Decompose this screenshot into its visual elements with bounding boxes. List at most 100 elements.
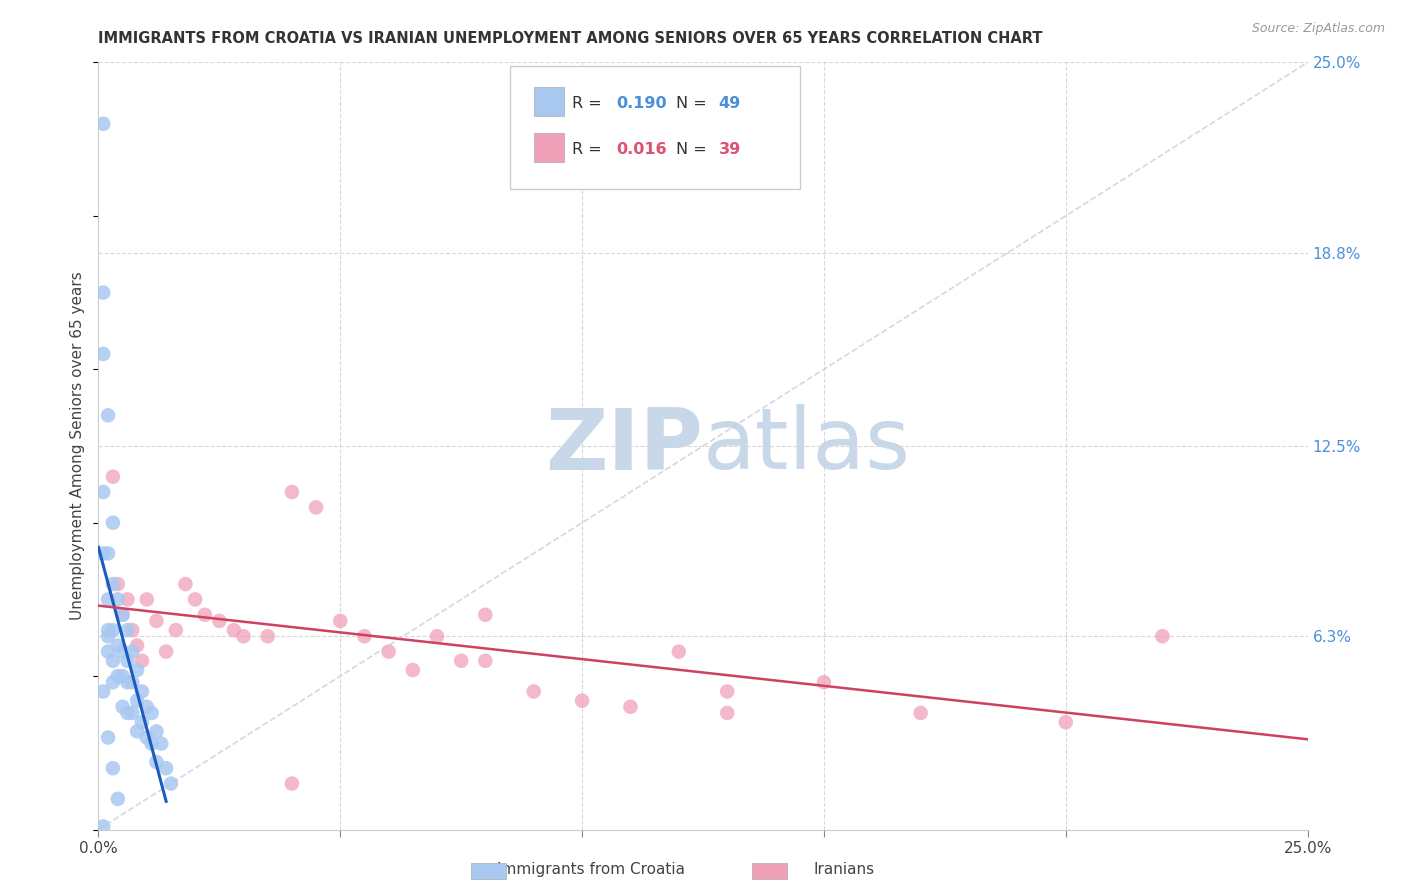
Point xyxy=(121,706,143,720)
Point xyxy=(145,614,167,628)
Point xyxy=(91,485,114,500)
Point xyxy=(91,117,114,131)
Point xyxy=(145,724,167,739)
Text: ZIP: ZIP xyxy=(546,404,703,488)
Point xyxy=(107,792,129,806)
Point xyxy=(101,516,124,530)
Point xyxy=(117,706,139,720)
Text: N =: N = xyxy=(676,95,713,111)
Point xyxy=(135,699,157,714)
Y-axis label: Unemployment Among Seniors over 65 years: Unemployment Among Seniors over 65 years xyxy=(70,272,86,620)
Point xyxy=(256,629,278,643)
Point xyxy=(101,623,124,637)
Text: R =: R = xyxy=(572,95,607,111)
Point xyxy=(107,669,129,683)
Point xyxy=(474,607,496,622)
Point xyxy=(1054,715,1077,730)
Text: Iranians: Iranians xyxy=(813,863,875,877)
Point xyxy=(523,684,546,698)
Text: atlas: atlas xyxy=(703,404,911,488)
Point xyxy=(131,654,153,668)
Point xyxy=(232,629,254,643)
Point xyxy=(450,654,472,668)
Point xyxy=(208,614,231,628)
Point xyxy=(135,731,157,745)
Point xyxy=(619,699,641,714)
Point xyxy=(97,629,120,643)
Text: Source: ZipAtlas.com: Source: ZipAtlas.com xyxy=(1251,22,1385,36)
Point xyxy=(97,592,120,607)
Point xyxy=(111,699,134,714)
Point xyxy=(107,639,129,653)
Point xyxy=(91,820,114,834)
Text: 39: 39 xyxy=(718,142,741,157)
Point xyxy=(281,776,304,790)
Text: R =: R = xyxy=(572,142,607,157)
Point xyxy=(141,737,163,751)
Text: 0.016: 0.016 xyxy=(616,142,666,157)
Point xyxy=(117,592,139,607)
Point xyxy=(668,644,690,658)
Point xyxy=(91,285,114,300)
Point xyxy=(1152,629,1174,643)
Point xyxy=(131,684,153,698)
Point xyxy=(97,731,120,745)
Point xyxy=(127,694,149,708)
Point xyxy=(426,629,449,643)
FancyBboxPatch shape xyxy=(509,66,800,189)
Point xyxy=(91,347,114,361)
Point xyxy=(194,607,217,622)
Point xyxy=(141,706,163,720)
Point xyxy=(353,629,375,643)
Point xyxy=(131,715,153,730)
Point xyxy=(402,663,425,677)
Point xyxy=(101,675,124,690)
Point xyxy=(571,694,593,708)
Point xyxy=(97,409,120,423)
Point xyxy=(101,469,124,483)
Point xyxy=(121,644,143,658)
Point xyxy=(91,684,114,698)
Point xyxy=(101,761,124,775)
Text: IMMIGRANTS FROM CROATIA VS IRANIAN UNEMPLOYMENT AMONG SENIORS OVER 65 YEARS CORR: IMMIGRANTS FROM CROATIA VS IRANIAN UNEMP… xyxy=(98,31,1043,46)
Point xyxy=(117,623,139,637)
FancyBboxPatch shape xyxy=(534,133,564,162)
Point xyxy=(329,614,352,628)
Point xyxy=(474,654,496,668)
Point xyxy=(101,577,124,591)
Point xyxy=(97,644,120,658)
Point xyxy=(155,644,177,658)
Text: 0.190: 0.190 xyxy=(616,95,666,111)
Point xyxy=(174,577,197,591)
Point xyxy=(716,706,738,720)
Text: N =: N = xyxy=(676,142,713,157)
Point xyxy=(121,623,143,637)
Point xyxy=(107,592,129,607)
Point xyxy=(117,675,139,690)
Text: 49: 49 xyxy=(718,95,741,111)
Point xyxy=(91,546,114,560)
Point xyxy=(107,577,129,591)
Point xyxy=(377,644,399,658)
Point xyxy=(97,546,120,560)
Text: Immigrants from Croatia: Immigrants from Croatia xyxy=(496,863,685,877)
Point xyxy=(101,654,124,668)
Point xyxy=(910,706,932,720)
Point xyxy=(813,675,835,690)
Point xyxy=(127,724,149,739)
Point xyxy=(111,669,134,683)
FancyBboxPatch shape xyxy=(534,87,564,116)
Point xyxy=(150,737,173,751)
Point xyxy=(111,644,134,658)
Point xyxy=(160,776,183,790)
Point xyxy=(127,639,149,653)
Point xyxy=(222,623,245,637)
Point xyxy=(117,654,139,668)
Point xyxy=(111,607,134,622)
Point xyxy=(111,607,134,622)
Point xyxy=(281,485,304,500)
Point xyxy=(145,755,167,769)
Point xyxy=(121,675,143,690)
Point xyxy=(127,663,149,677)
Point xyxy=(155,761,177,775)
